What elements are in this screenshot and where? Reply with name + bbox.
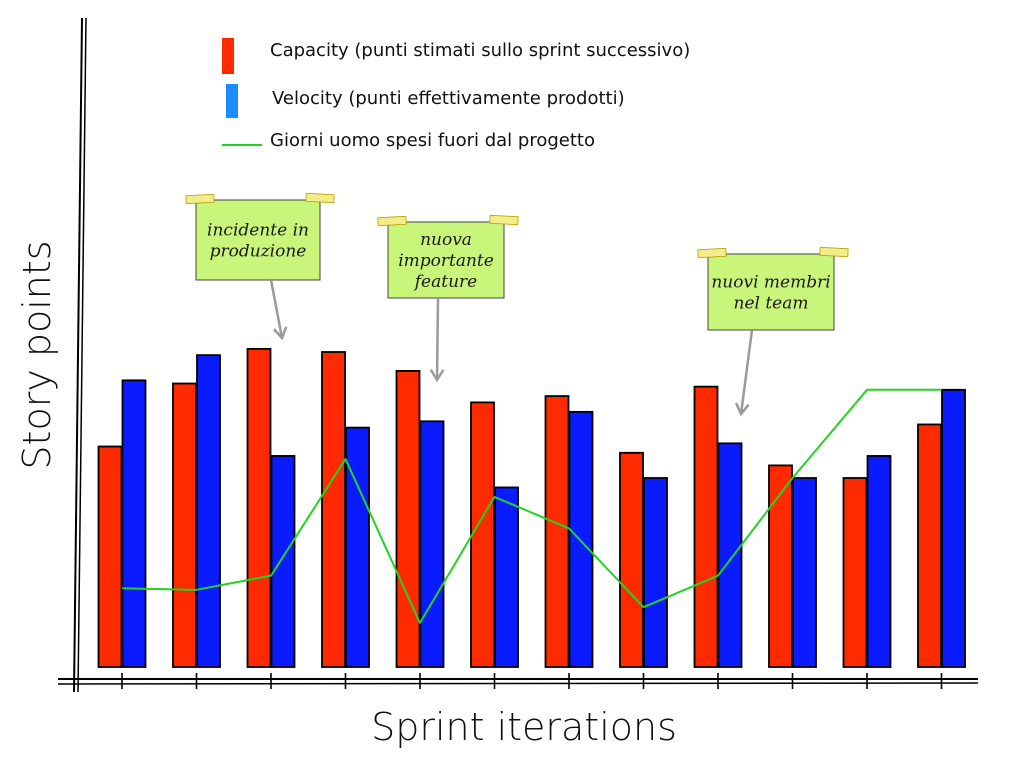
tape-right [819,246,849,258]
capacity-bar-12 [917,423,942,668]
tape-left [377,215,407,227]
annotation-arrowhead [734,402,750,417]
annotation-text: importante [398,251,494,271]
annotation-text: produzione [210,242,307,262]
capacity-bar-10 [768,464,793,668]
annotation-text: nel team [734,294,809,314]
legend: Capacity (punti stimati sullo sprint suc… [222,38,690,151]
x-axis [57,678,979,685]
tape-right [305,192,335,204]
capacity-bar-4 [321,351,346,668]
legend-capacity-label: Capacity (punti stimati sullo sprint suc… [270,40,690,61]
capacity-bar-5 [395,369,421,668]
annotation-arrow [269,279,284,339]
velocity-bar-8 [643,477,668,668]
x-axis-title: Sprint iterations [371,705,677,749]
tape-left [185,193,215,205]
tape-left [697,247,727,259]
legend-capacity-swatch [222,38,234,74]
legend-giorni-label: Giorni uomo spesi fuori dal progetto [270,130,595,151]
annotation-arrow [739,329,754,415]
annotation-arrowhead [273,326,288,341]
velocity-bar-10 [792,477,817,668]
capacity-bar-2 [172,382,197,668]
line-series [121,388,942,624]
annotation-text: incidente in [207,221,309,241]
capacity-bar-1 [97,445,123,668]
giorni-line [121,388,942,624]
tape-right [489,214,519,226]
velocity-bar-6 [494,486,519,668]
capacity-bar-7 [544,395,570,668]
velocity-bar-3 [270,455,296,668]
annotation-arrowhead [429,369,445,383]
capacity-bar-11 [842,477,868,668]
velocity-bar-5 [419,420,445,668]
annotation-arrow [435,297,440,381]
y-axis [73,17,87,693]
x-axis-ticks [121,673,943,689]
velocity-bar-7 [568,410,594,668]
sticky-note [195,199,321,281]
annotation-text: nuovi membri [711,273,830,293]
annotation-text: feature [413,272,477,292]
capacity-bar-9 [693,385,719,668]
capacity-bar-3 [246,347,272,668]
sticky-note [707,253,835,331]
velocity-bar-9 [717,442,743,668]
velocity-bar-11 [866,455,892,668]
y-axis-title: Story points [15,240,59,469]
bars [97,347,966,668]
legend-velocity-label: Velocity (punti effettivamente prodotti) [272,88,625,109]
sticky-note [387,221,505,299]
capacity-bar-6 [470,401,495,668]
annotation-text: nuova [420,230,472,250]
capacity-bar-8 [619,451,644,668]
velocity-bar-12 [941,388,966,668]
velocity-bar-1 [121,379,147,668]
legend-velocity-swatch [226,84,238,118]
velocity-bar-2 [196,354,221,668]
velocity-bar-4 [345,426,370,668]
